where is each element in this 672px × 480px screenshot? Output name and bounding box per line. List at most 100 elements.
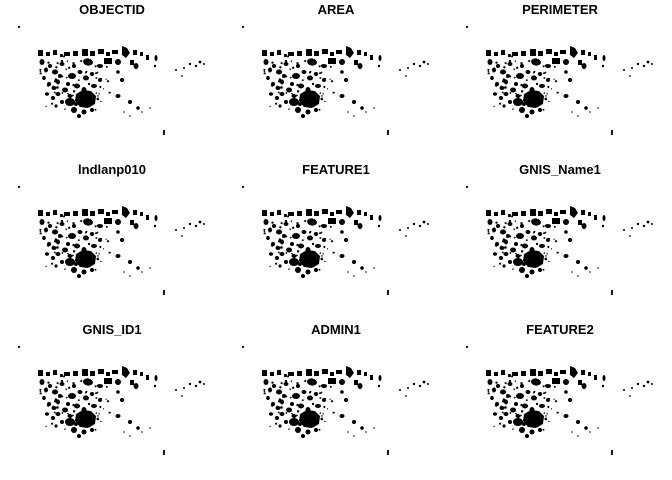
land-feature-polygon bbox=[552, 58, 560, 64]
land-feature-polygon bbox=[309, 230, 312, 233]
land-feature-polygon bbox=[291, 94, 297, 98]
land-feature-polygon bbox=[339, 94, 345, 98]
land-feature-polygon bbox=[72, 94, 74, 97]
land-feature-polygon bbox=[295, 267, 301, 273]
land-feature-polygon bbox=[519, 267, 525, 273]
land-feature-polygon bbox=[146, 375, 149, 380]
land-feature-polygon bbox=[53, 50, 57, 55]
land-feature-polygon bbox=[66, 402, 70, 406]
land-feature-polygon bbox=[553, 398, 555, 400]
land-feature-polygon bbox=[501, 91, 504, 94]
land-feature-polygon bbox=[515, 254, 521, 258]
land-feature-polygon bbox=[576, 420, 580, 424]
land-feature-polygon bbox=[319, 252, 322, 254]
land-feature-polygon bbox=[65, 228, 68, 231]
land-feature-polygon bbox=[289, 228, 292, 231]
land-features-map bbox=[241, 25, 429, 135]
land-feature-polygon bbox=[60, 421, 63, 424]
land-feature-polygon bbox=[39, 388, 42, 391]
land-feature-polygon bbox=[285, 92, 288, 94]
land-feature-polygon bbox=[52, 85, 55, 88]
land-feature-polygon bbox=[594, 55, 597, 60]
land-feature-polygon bbox=[534, 222, 537, 225]
land-feature-polygon bbox=[512, 428, 514, 430]
land-feature-polygon bbox=[548, 100, 550, 103]
land-feature-polygon bbox=[276, 229, 282, 235]
land-feature-polygon bbox=[58, 234, 61, 238]
land-feature-polygon bbox=[523, 410, 544, 428]
land-feature-polygon bbox=[277, 91, 280, 94]
land-feature-polygon bbox=[295, 107, 301, 113]
land-feature-polygon bbox=[487, 219, 493, 225]
land-feature-polygon bbox=[377, 384, 381, 388]
land-feature-polygon bbox=[291, 93, 293, 95]
land-feature-polygon bbox=[312, 93, 315, 95]
land-feature-polygon bbox=[100, 237, 102, 240]
land-feature-polygon bbox=[550, 248, 553, 250]
land-feature-polygon bbox=[310, 222, 313, 225]
land-feature-polygon bbox=[301, 114, 305, 118]
land-feature-polygon bbox=[61, 75, 64, 78]
land-feature-polygon bbox=[133, 50, 137, 55]
land-feature-polygon bbox=[536, 253, 539, 255]
land-feature-polygon bbox=[321, 224, 327, 228]
land-feature-polygon bbox=[296, 414, 298, 417]
land-feature-polygon bbox=[322, 413, 324, 415]
land-feature-polygon bbox=[84, 411, 87, 415]
land-feature-polygon bbox=[571, 271, 573, 273]
land-feature-polygon bbox=[532, 411, 535, 415]
land-feature-polygon bbox=[277, 50, 281, 55]
land-feature-polygon bbox=[542, 225, 545, 228]
land-feature-polygon bbox=[163, 292, 165, 295]
land-feature-polygon bbox=[346, 46, 354, 58]
land-feature-polygon bbox=[45, 92, 49, 96]
land-feature-polygon bbox=[301, 230, 307, 234]
land-feature-polygon bbox=[72, 254, 74, 257]
land-feature-polygon bbox=[318, 225, 321, 228]
land-feature-polygon bbox=[546, 413, 548, 415]
land-feature-polygon bbox=[56, 406, 59, 409]
land-feature-polygon bbox=[496, 224, 500, 228]
land-feature-polygon bbox=[269, 425, 271, 428]
land-feature-polygon bbox=[288, 212, 294, 216]
land-feature-polygon bbox=[97, 64, 103, 68]
land-feature-polygon bbox=[72, 414, 74, 417]
land-feature-polygon bbox=[330, 400, 334, 403]
land-feature-polygon bbox=[77, 114, 81, 118]
land-feature-polygon bbox=[523, 250, 544, 268]
land-feature-polygon bbox=[115, 94, 121, 98]
land-feature-polygon bbox=[346, 366, 354, 378]
land-feature-polygon bbox=[514, 220, 516, 222]
land-feature-polygon bbox=[310, 62, 313, 65]
land-feature-polygon bbox=[487, 228, 490, 231]
land-feature-polygon bbox=[296, 90, 300, 93]
land-feature-polygon bbox=[531, 75, 537, 81]
land-feature-polygon bbox=[520, 222, 523, 225]
land-feature-polygon bbox=[502, 264, 506, 268]
land-feature-polygon bbox=[296, 382, 299, 385]
land-feature-polygon bbox=[278, 400, 281, 403]
land-feature-polygon bbox=[304, 59, 307, 63]
land-feature-polygon bbox=[86, 62, 89, 65]
land-feature-polygon bbox=[493, 425, 495, 428]
land-feature-polygon bbox=[330, 212, 334, 216]
land-feature-polygon bbox=[94, 385, 97, 388]
land-feature-polygon bbox=[405, 75, 407, 77]
land-feature-polygon bbox=[611, 132, 613, 135]
land-feature-polygon bbox=[636, 382, 640, 386]
land-feature-polygon bbox=[263, 72, 266, 75]
land-feature-polygon bbox=[263, 232, 266, 235]
land-feature-polygon bbox=[181, 235, 183, 237]
land-feature-polygon bbox=[504, 246, 507, 249]
land-feature-polygon bbox=[108, 91, 111, 94]
land-feature-polygon bbox=[543, 392, 545, 395]
map-panel-gnis-name1: GNIS_Name1 bbox=[448, 160, 672, 320]
land-feature-polygon bbox=[115, 219, 121, 225]
land-feature-polygon bbox=[296, 62, 299, 65]
land-feature-polygon bbox=[490, 236, 494, 240]
land-feature-polygon bbox=[163, 132, 165, 135]
land-feature-polygon bbox=[528, 219, 531, 223]
land-feature-polygon bbox=[68, 386, 71, 389]
land-feature-polygon bbox=[52, 405, 55, 408]
land-feature-polygon bbox=[332, 91, 335, 94]
